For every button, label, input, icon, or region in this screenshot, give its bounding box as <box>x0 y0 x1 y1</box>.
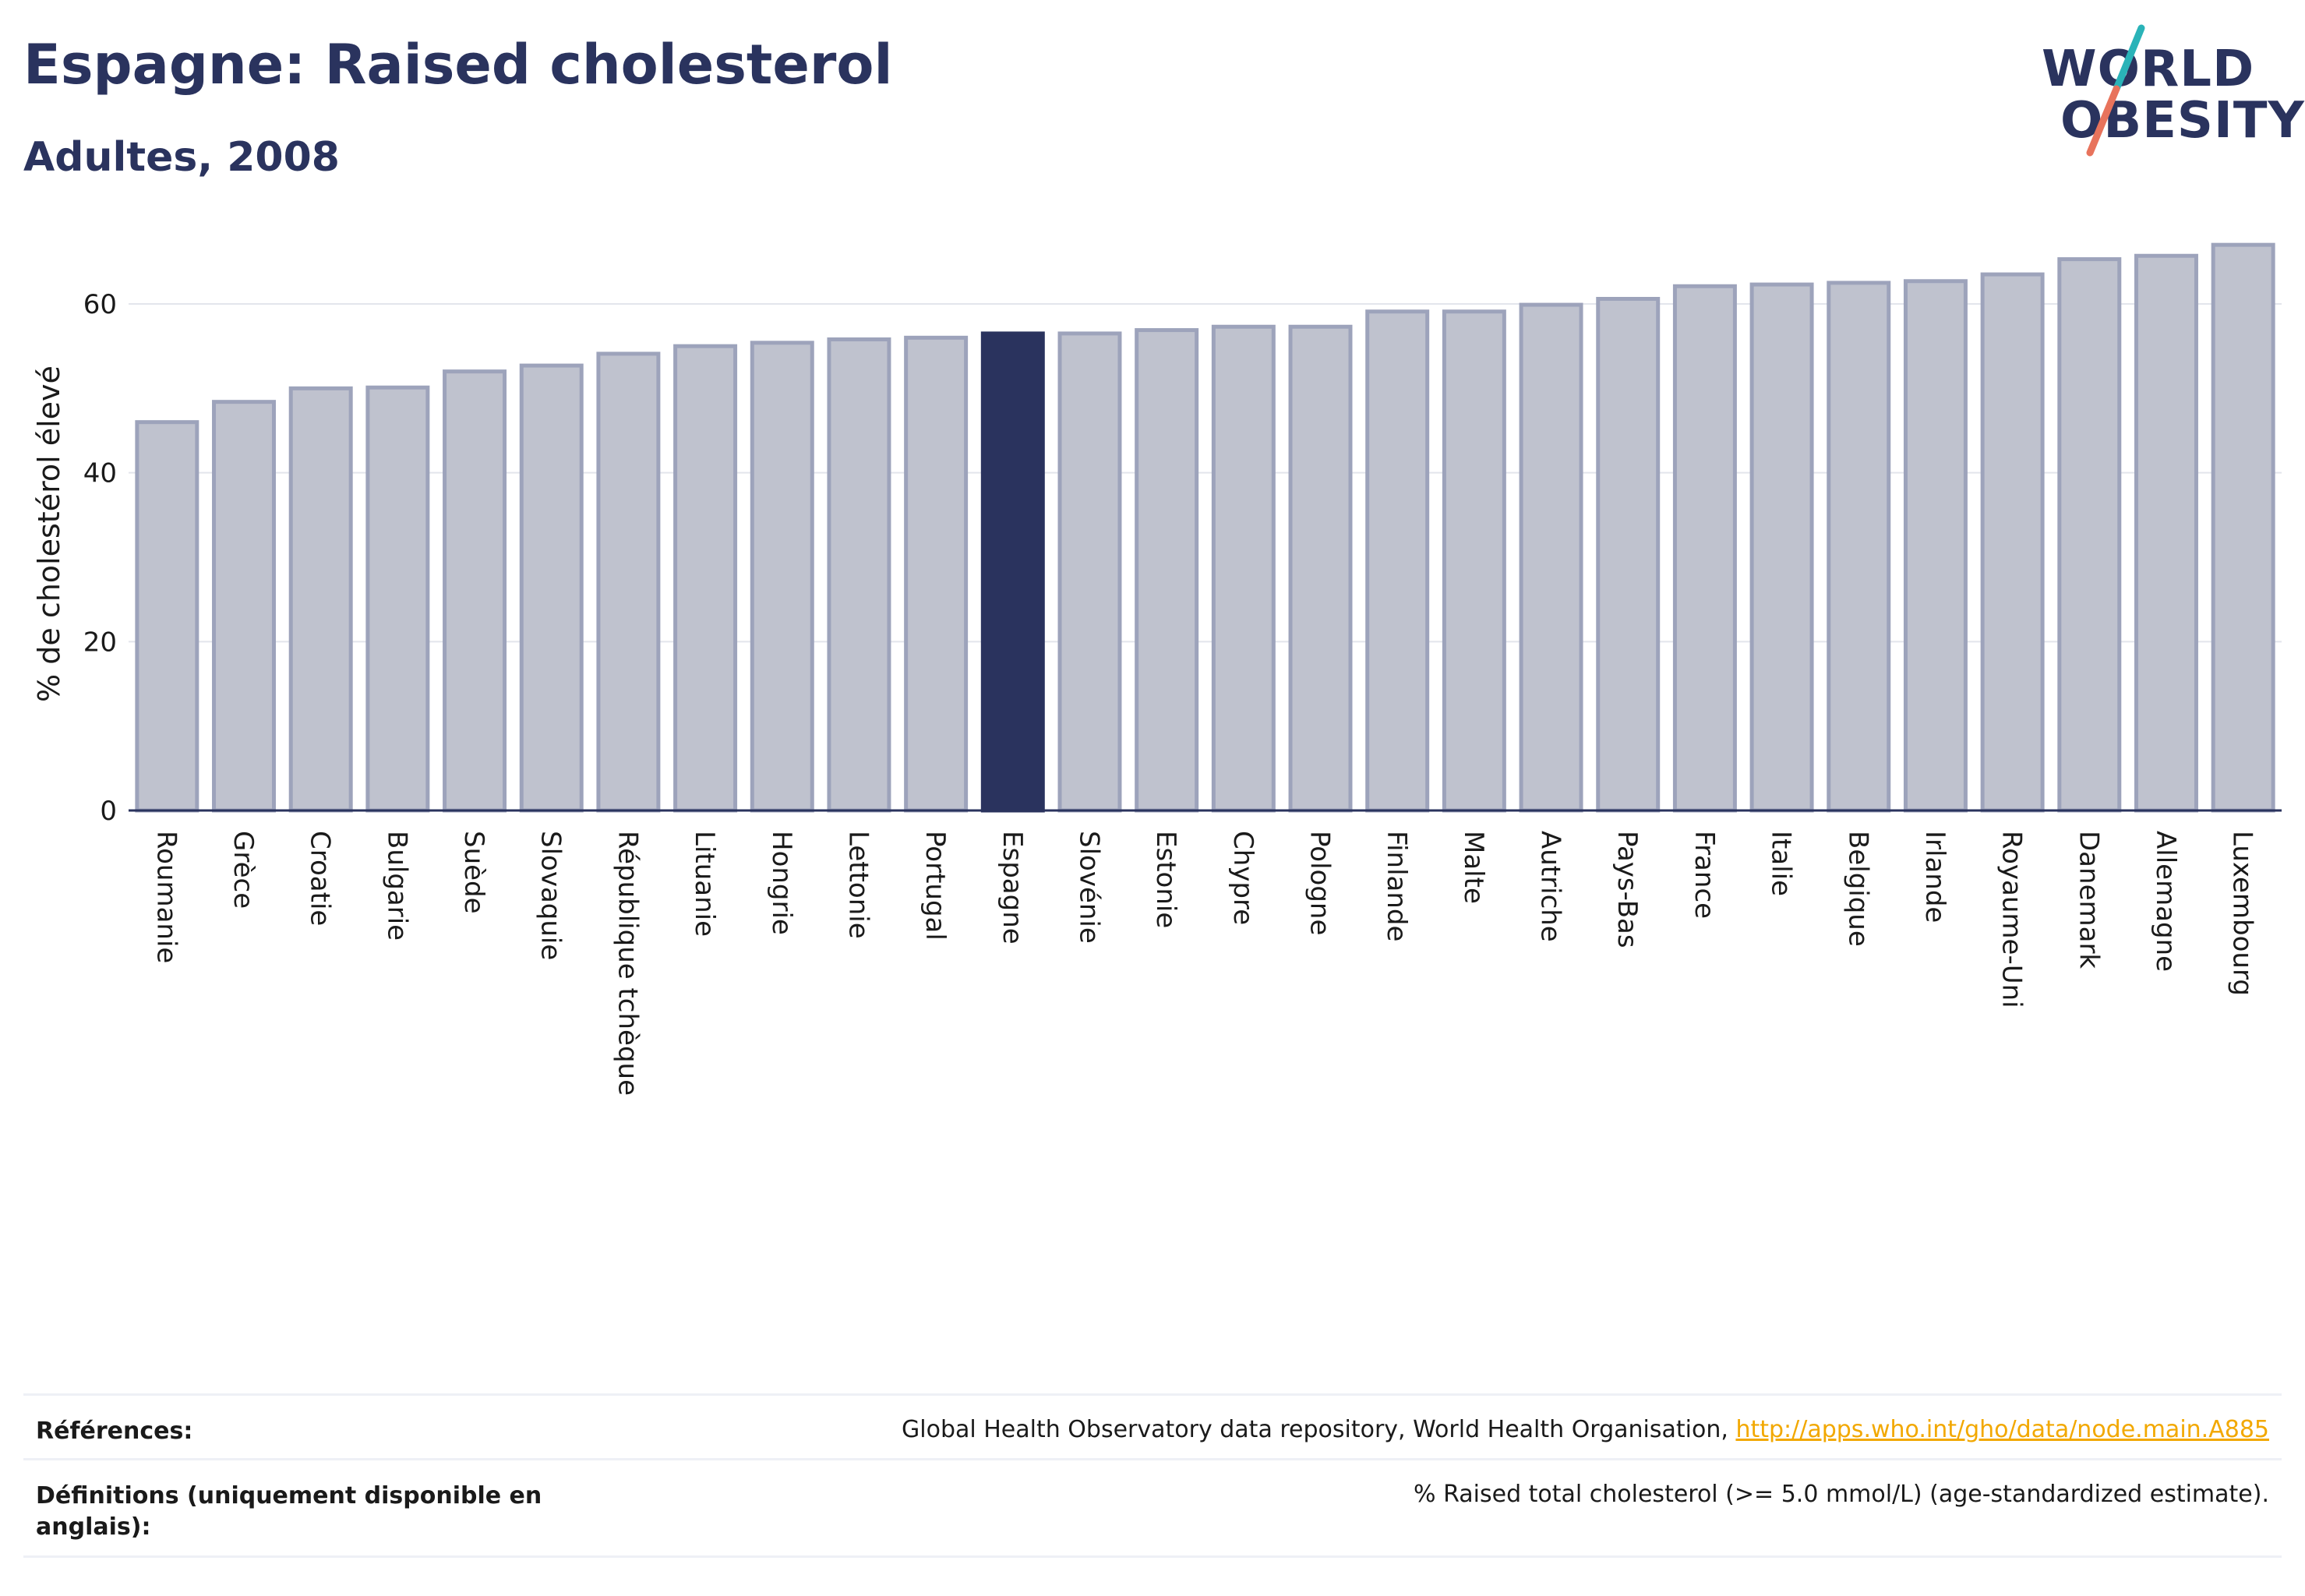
x-tick-label: Chypre <box>1227 831 1258 925</box>
logo-text-line1: WORLD <box>2042 41 2255 98</box>
bar-lettonie <box>827 337 891 813</box>
logo-slash-icon <box>2086 24 2145 157</box>
x-tick-label: Hongrie <box>766 831 797 935</box>
x-tick-label: Danemark <box>2073 831 2104 969</box>
x-tick-label: Estonie <box>1150 831 1181 928</box>
definitions-text: % Raised total cholesterol (>= 5.0 mmol/… <box>1414 1481 2269 1508</box>
references-value: Global Health Observatory data repositor… <box>902 1416 2269 1443</box>
references-link[interactable]: http://apps.who.int/gho/data/node.main.A… <box>1735 1416 2269 1443</box>
bar-chart: 0 20 40 60 % de cholestérol élevé Roumanie Grè… <box>32 242 2282 1096</box>
x-tick-label: Suède <box>458 831 489 914</box>
x-tick-label: Pologne <box>1304 831 1336 935</box>
x-tick-label: Belgique <box>1842 831 1873 947</box>
x-tick-label: Lituanie <box>689 831 720 937</box>
x-tick-label: Irlande <box>1919 831 1950 923</box>
x-tick-label: Malte <box>1458 831 1489 904</box>
bar-hongrie <box>750 341 814 813</box>
x-tick-label: Royaume-Uni <box>1996 831 2028 1008</box>
references-row: Références: Global Health Observatory da… <box>23 1393 2282 1458</box>
definitions-label: Définitions (uniquement disponible en an… <box>36 1482 542 1541</box>
x-tick-label: France <box>1689 831 1720 919</box>
x-tick-label: Italie <box>1766 831 1797 896</box>
x-tick-label: Slovénie <box>1073 831 1104 944</box>
bar-france <box>1672 284 1737 813</box>
bar-pays-bas <box>1596 297 1661 813</box>
bar-irlande <box>1903 279 1968 813</box>
references-label: Références: <box>36 1418 193 1445</box>
bar-danemark <box>2057 257 2122 813</box>
bar-croatie <box>288 386 353 813</box>
bar-portugal <box>904 335 969 813</box>
x-tick-label: Roumanie <box>150 831 182 963</box>
bar-espagne <box>980 331 1045 813</box>
x-tick-label: Lettonie <box>842 831 874 939</box>
x-tick-label: Autriche <box>1535 831 1566 942</box>
x-tick-label: Croatie <box>305 831 336 926</box>
x-tick-label: République tchèque <box>612 831 643 1096</box>
bar-suède <box>443 369 507 813</box>
x-tick-label: Pays-Bas <box>1611 831 1643 948</box>
bar-slovaquie <box>519 363 584 813</box>
x-tick-label: Portugal <box>920 831 951 941</box>
y-axis-label: % de cholestérol élevé <box>32 365 66 702</box>
page-title: Espagne: Raised cholesterol <box>23 33 893 97</box>
bar-allemagne <box>2134 253 2198 813</box>
references-text: Global Health Observatory data repositor… <box>902 1416 1736 1443</box>
bar-pologne <box>1288 324 1353 813</box>
bar-royaume-uni <box>1980 272 2045 813</box>
bar-malte <box>1442 309 1506 813</box>
x-tick-label: Grèce <box>228 831 259 909</box>
bar-bulgarie <box>365 385 430 813</box>
y-tick-label: 40 <box>83 458 117 489</box>
bar-grèce <box>212 400 277 813</box>
bar-autriche <box>1519 302 1583 813</box>
definitions-row: Définitions (uniquement disponible en an… <box>23 1458 2282 1558</box>
x-tick-label: Allemagne <box>2150 831 2181 972</box>
x-tick-label: Bulgarie <box>381 831 412 941</box>
world-obesity-logo: WORLD OBESITY <box>2026 23 2304 164</box>
bar-italie <box>1749 282 1814 813</box>
bar-luxembourg <box>2211 242 2275 813</box>
bar-estonie <box>1135 328 1199 813</box>
x-tick-label: Finlande <box>1381 831 1412 941</box>
bar-slovénie <box>1057 331 1122 813</box>
bar-lituanie <box>673 344 738 813</box>
y-tick-label: 20 <box>83 627 117 658</box>
references-table: Références: Global Health Observatory da… <box>23 1393 2282 1558</box>
bar-république-tchèque <box>596 351 661 813</box>
bar-roumanie <box>135 420 199 813</box>
y-tick-label: 0 <box>100 796 117 827</box>
y-tick-label: 60 <box>83 289 117 320</box>
x-tick-label: Slovaquie <box>535 831 567 960</box>
bar-chypre <box>1211 324 1276 813</box>
x-tick-label: Espagne <box>997 831 1028 945</box>
page-subtitle: Adultes, 2008 <box>23 134 340 181</box>
x-tick-label: Luxembourg <box>2227 831 2258 996</box>
bar-finlande <box>1365 309 1430 813</box>
bar-belgique <box>1827 281 1891 813</box>
